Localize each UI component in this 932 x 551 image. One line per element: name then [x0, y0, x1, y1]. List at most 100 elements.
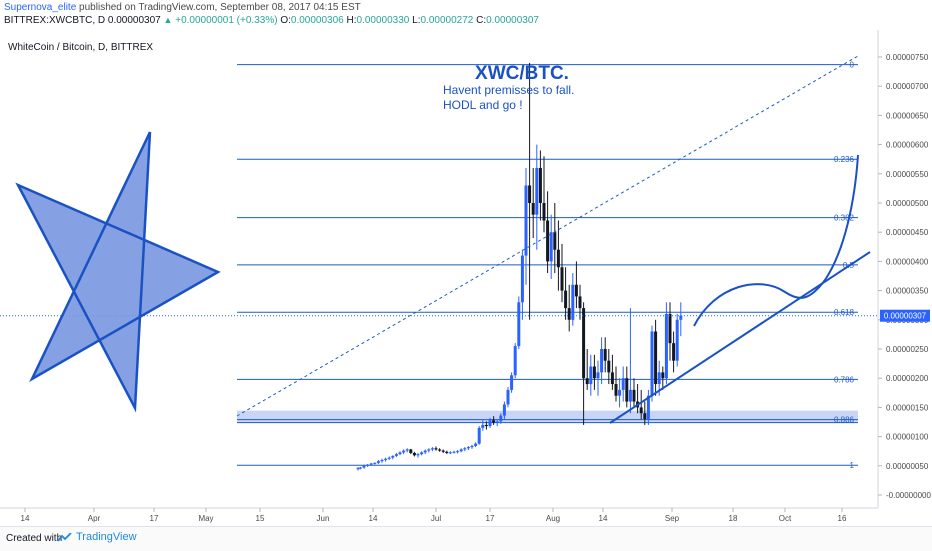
candle-up: [664, 313, 668, 379]
publish-header: Supernova_elite published on TradingView…: [4, 2, 361, 13]
x-tick-label: 18: [729, 514, 738, 523]
candle-down: [531, 203, 535, 215]
x-axis[interactable]: 14 Apr 17 May 15 Jun 14 Jul 17 Aug 14 Sep 18 Oct 16: [21, 508, 847, 523]
candle-down: [484, 424, 488, 427]
open-value: 0.00000306: [290, 15, 344, 26]
candle-up: [369, 463, 373, 465]
candle-up: [646, 395, 650, 420]
author-link[interactable]: Supernova_elite: [4, 2, 77, 13]
candle-up: [571, 284, 575, 320]
price-chart[interactable]: WhiteCoin / Bitcoin, D, BITTREX 0.000007…: [0, 30, 932, 526]
candle-down: [654, 331, 658, 385]
candle-up: [402, 450, 406, 453]
y-tick-label: 0.00000450: [886, 228, 929, 237]
x-tick-label: 14: [369, 514, 378, 523]
symbol-ohlc-line: BITTREX:XWCBTC, D 0.00000307 ▲ +0.000000…: [4, 15, 539, 26]
x-tick-label: Aug: [546, 514, 560, 523]
candle-down: [585, 378, 589, 385]
tradingview-brand[interactable]: TradingView: [58, 531, 137, 543]
fib-level-label: 0.786: [834, 375, 855, 384]
y-tick-label: 0.00000650: [886, 111, 929, 120]
candle-up: [423, 450, 427, 453]
candle-up: [506, 389, 510, 405]
candle-up: [362, 465, 366, 468]
x-tick-label: Jul: [431, 514, 441, 523]
candle-down: [560, 267, 564, 291]
candle-up: [470, 445, 474, 448]
x-tick-label: Oct: [779, 514, 792, 523]
footer: Created with TradingView: [0, 526, 932, 551]
candle-up: [430, 448, 434, 450]
y-tick-label: 0.00000600: [886, 141, 929, 150]
candle-down: [492, 420, 496, 423]
close-value: 0.00000307: [486, 15, 539, 26]
candle-down: [412, 452, 416, 456]
y-tick-label: 0.00000150: [886, 403, 929, 412]
candle-up: [380, 459, 384, 462]
x-tick-label: May: [198, 514, 213, 523]
candle-up: [405, 449, 409, 451]
candle-up: [510, 375, 514, 390]
candle-up: [596, 372, 600, 379]
x-tick-label: 14: [21, 514, 30, 523]
candle-up: [488, 420, 492, 427]
x-tick-label: 17: [486, 514, 495, 523]
candle-down: [592, 366, 596, 379]
candle-up: [463, 448, 467, 450]
last-price-badge-text: 0.00000307: [884, 312, 927, 321]
x-tick-label: Sep: [665, 514, 680, 523]
y-tick-label: 0.00000550: [886, 170, 929, 179]
candle-down: [582, 308, 586, 379]
candle-up: [600, 349, 604, 373]
candle-up: [524, 185, 528, 256]
candle-up: [356, 468, 360, 470]
candle-down: [672, 343, 676, 361]
x-tick-label: Apr: [88, 514, 101, 523]
candle-up: [499, 415, 503, 422]
fib-level-label: 0.382: [834, 214, 855, 223]
candle-down: [434, 448, 438, 450]
y-tick-label: 0.00000400: [886, 257, 929, 266]
fib-level-label: 1: [850, 461, 855, 470]
candle-up: [448, 452, 452, 454]
candle-up: [398, 452, 402, 455]
annotation-line-2: HODL and go !: [443, 98, 523, 112]
x-tick-label: Jun: [317, 514, 330, 523]
symbol-label: BITTREX:XWCBTC, D: [4, 15, 106, 26]
candle-up: [373, 462, 377, 464]
high-value: 0.00000330: [356, 15, 410, 26]
candle-down: [661, 372, 665, 379]
chart-frame[interactable]: WhiteCoin / Bitcoin, D, BITTREX 0.000007…: [0, 30, 932, 526]
candle-down: [567, 308, 571, 320]
tradingview-brand-label: TradingView: [76, 531, 137, 543]
candle-down: [639, 407, 643, 414]
support-trendline[interactable]: [609, 251, 871, 424]
candle-down: [556, 249, 560, 268]
y-tick-label: 0.00000100: [886, 433, 929, 442]
candle-up: [384, 458, 388, 460]
y-axis[interactable]: 0.00000750 0.00000700 0.00000650 0.00000600…: [878, 53, 931, 500]
candle-up: [520, 255, 524, 303]
x-tick-label: 16: [838, 514, 847, 523]
fib-level-label: 0.618: [834, 308, 855, 317]
candle-up: [420, 452, 424, 455]
candle-down: [528, 185, 532, 203]
y-tick-label: 0.00000750: [886, 53, 929, 62]
projection-curve[interactable]: [693, 154, 859, 327]
x-tick-label: 15: [256, 514, 265, 523]
candle-down: [603, 349, 607, 361]
low-value: 0.00000272: [420, 15, 474, 26]
star-drawing[interactable]: [15, 131, 221, 413]
candle-down: [409, 449, 413, 453]
fib-level-label: 0.236: [834, 155, 855, 164]
candle-down: [607, 360, 611, 373]
tradingview-logo-icon: [58, 532, 72, 542]
candle-up: [679, 315, 683, 320]
candle-up: [391, 455, 395, 458]
y-tick-label: 0.00000350: [886, 287, 929, 296]
x-tick-label: 14: [599, 514, 608, 523]
annotation-title: XWC/BTC.: [475, 63, 569, 84]
candle-down: [542, 203, 546, 221]
candle-down: [441, 450, 445, 452]
